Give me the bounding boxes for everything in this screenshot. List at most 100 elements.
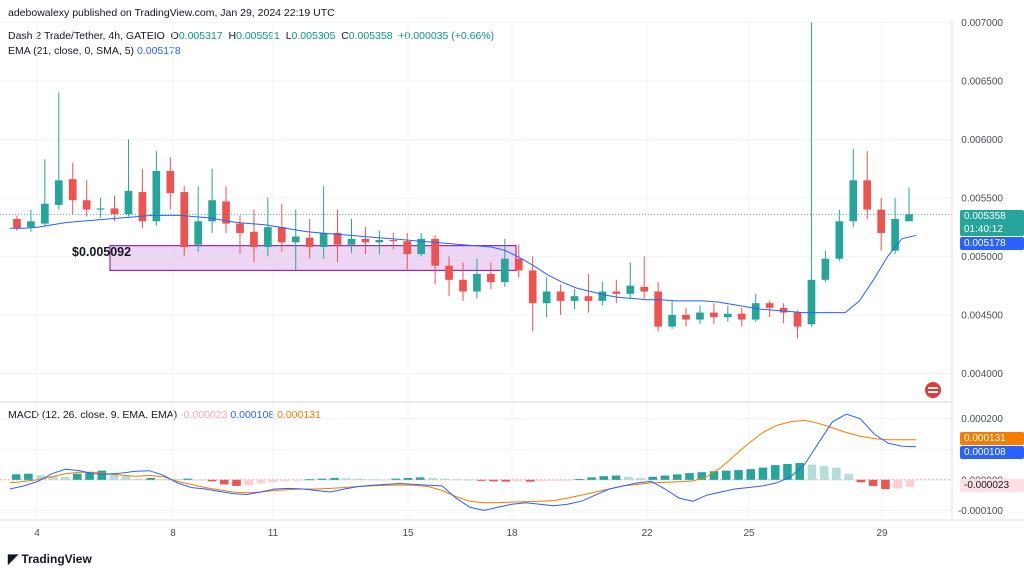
macd-histogram-bar	[856, 479, 866, 483]
candle-body	[445, 265, 453, 280]
macd-histogram-bar	[734, 470, 743, 480]
price-tick-label: 0.006000	[961, 135, 1003, 146]
low-value: 0.005305	[291, 30, 336, 42]
candle-body	[473, 273, 481, 292]
candle-body	[556, 291, 565, 301]
macd-histogram-bar	[489, 479, 498, 482]
support-zone[interactable]	[109, 245, 517, 272]
published-by: adebowalexy published on TradingView.com…	[8, 7, 335, 19]
high-value: 0.005591	[236, 30, 280, 42]
candle-body	[514, 258, 523, 271]
macd-histogram-bar	[844, 473, 853, 480]
candle-body	[375, 240, 384, 243]
time-tick-label: 8	[170, 528, 176, 539]
candle-body	[13, 218, 21, 229]
macd-pane	[0, 413, 952, 511]
macd-histogram-bar	[881, 479, 890, 489]
countdown-tag: 01:40:12	[960, 223, 1024, 236]
ema-value: 0.005178	[136, 45, 181, 57]
macd-histogram-bar	[783, 463, 792, 480]
price-tick-label: 0.005500	[961, 193, 1003, 204]
time-tick-label: 15	[402, 528, 414, 539]
hist-tag: -0.000023	[960, 479, 1024, 492]
l-label: L	[285, 30, 292, 42]
macd-histogram-bar	[232, 479, 241, 486]
price-tick-label: 0.007000	[961, 18, 1003, 29]
macd-histogram-bar	[526, 479, 535, 482]
macd-histogram-bar	[746, 469, 756, 480]
time-axis[interactable]: 4 8 11 15 18 22 25 29	[34, 528, 888, 539]
signal-line	[9, 419, 916, 504]
candle-body	[54, 180, 63, 205]
candle-body	[291, 236, 300, 243]
candle-body	[459, 279, 467, 292]
macd-histogram-bar	[403, 477, 413, 480]
macd-histogram-bar	[513, 479, 523, 482]
macd-histogram-bar	[366, 479, 376, 481]
tradingview-logo[interactable]: ◤ TradingView	[8, 551, 92, 567]
candle-body	[194, 221, 203, 245]
macd-histogram-bar	[819, 466, 829, 480]
macd-histogram-bar	[672, 474, 682, 480]
candle-body	[166, 170, 175, 194]
macd-signal-value: 0.000131	[277, 409, 321, 421]
candle-body	[542, 291, 551, 304]
macd-histogram-bar	[415, 477, 425, 480]
candle-body	[319, 232, 328, 248]
candle-body	[333, 232, 342, 245]
macd-histogram-bar	[183, 478, 192, 480]
macd-histogram-bar	[807, 464, 817, 480]
candle-body	[682, 314, 690, 320]
macd-histogram-bar	[648, 476, 658, 480]
price-tick-label: 0.004000	[961, 369, 1003, 380]
macd-histogram-bar	[73, 473, 82, 480]
macd-histogram-bar	[685, 473, 694, 480]
candle-body	[807, 279, 816, 325]
macd-histogram-bar	[452, 479, 462, 481]
flag-icon[interactable]	[925, 382, 941, 398]
macd-histogram-bar	[562, 479, 572, 481]
close-value: 0.005358	[348, 30, 393, 42]
ohlc-legend: Dash 2 Trade/Tether, 4h, GATEIO O0.00531…	[8, 30, 494, 42]
h-label: H	[228, 30, 237, 42]
candle-body	[417, 238, 426, 255]
macd-legend: MACD (12, 26, close, 9, EMA, EMA) -0.000…	[8, 409, 321, 421]
candle-body	[222, 201, 230, 224]
macd-histogram-bar	[109, 473, 119, 480]
macd-histogram-bar	[575, 478, 584, 480]
candle-body	[305, 237, 314, 248]
macd-histogram-bar	[354, 478, 364, 480]
price-axis[interactable]: 0.004000 0.004500 0.005000 0.005500 0.006000…	[961, 18, 1003, 380]
macd-histogram-bar	[256, 479, 266, 484]
c-label: C	[341, 30, 349, 42]
macd-histogram-bar	[48, 476, 58, 480]
tv-icon: ◤	[8, 551, 18, 566]
candle-body	[431, 238, 439, 266]
macd-value: 0.000108	[230, 409, 275, 421]
candle-body	[403, 241, 412, 255]
change-value: +0.000035 (+0.66%)	[398, 30, 495, 42]
candle-body	[250, 231, 258, 248]
price-tick-label: 0.004500	[961, 310, 1003, 321]
macd-histogram-bar	[893, 479, 902, 489]
candle-body	[528, 270, 537, 304]
time-tick-label: 11	[268, 528, 279, 539]
candle-body	[96, 208, 105, 210]
candle-body	[626, 285, 635, 294]
candle-body	[361, 238, 370, 243]
macd-histogram-bar	[293, 479, 303, 481]
macd-histogram-bar	[501, 479, 511, 482]
price-tick-label: 0.006500	[961, 76, 1003, 87]
macd-histogram-bar	[550, 479, 560, 481]
candle-body	[891, 218, 899, 251]
candles	[13, 22, 913, 339]
ema-line	[10, 214, 917, 314]
candle-body	[640, 286, 649, 292]
candle-body	[710, 312, 718, 318]
candle-body	[152, 170, 161, 222]
macd-histogram-bar	[134, 478, 143, 480]
candle-body	[570, 296, 579, 301]
candle-body	[41, 203, 49, 224]
candle-body	[347, 238, 356, 245]
